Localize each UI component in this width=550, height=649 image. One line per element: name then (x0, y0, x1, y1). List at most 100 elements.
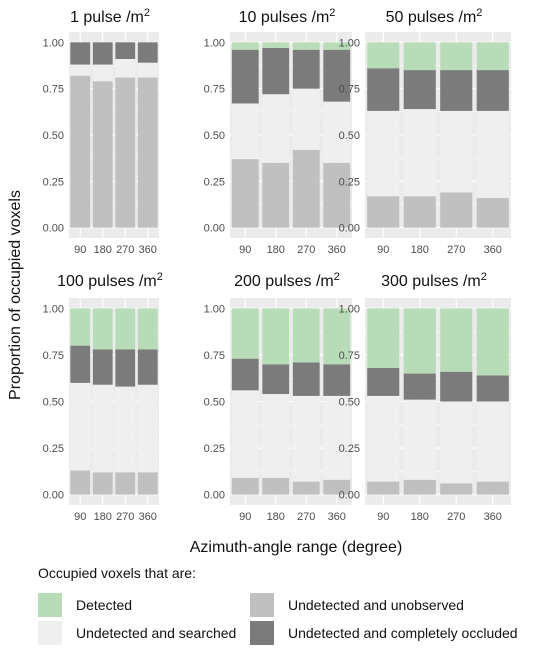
bar-segment-unobserved-90 (367, 481, 400, 495)
bar-segment-unobserved-270 (115, 472, 136, 495)
legend-swatch-detected (38, 593, 62, 617)
bar-segment-occluded-270 (440, 70, 473, 111)
x-tick-label: 90 (377, 244, 389, 256)
bar-segment-occluded-270 (115, 42, 136, 59)
bar-segment-unobserved-180 (92, 472, 113, 495)
bar-segment-searched-270 (292, 395, 320, 482)
bar-segment-unobserved-90 (367, 196, 400, 228)
bar-segment-searched-90 (367, 395, 400, 482)
legend-item-unobserved: Undetected and unobserved (250, 593, 464, 617)
bar-segment-searched-90 (367, 110, 400, 197)
x-tick-label: 180 (411, 244, 429, 256)
x-tick-label: 90 (377, 511, 389, 523)
bar-segment-occluded-270 (115, 349, 136, 387)
x-tick-label: 180 (411, 511, 429, 523)
bar-segment-occluded-360 (476, 375, 509, 402)
bar-segment-unobserved-90 (231, 159, 259, 228)
legend-label-occluded: Undetected and completely occluded (288, 625, 518, 641)
bar-segment-unobserved-180 (262, 162, 290, 228)
bar-segment-searched-90 (70, 382, 91, 471)
x-tick-label: 360 (484, 511, 502, 523)
bar-segment-detected-180 (262, 308, 290, 365)
bar-segment-occluded-360 (476, 70, 509, 111)
bar-segment-searched-90 (70, 64, 91, 76)
bar-segment-searched-180 (92, 384, 113, 473)
y-tick-label: 1.00 (204, 303, 225, 315)
x-tick-label: 270 (297, 244, 315, 256)
bar-segment-unobserved-360 (323, 162, 351, 228)
bar-segment-detected-270 (292, 42, 320, 50)
x-tick-label: 270 (116, 244, 134, 256)
x-tick-label: 360 (328, 244, 346, 256)
bar-segment-searched-360 (476, 401, 509, 482)
chart-canvas: Proportion of occupied voxels Azimuth-an… (7, 7, 511, 556)
x-axis-label: Azimuth-angle range (degree) (190, 539, 403, 556)
bar-segment-unobserved-270 (440, 192, 473, 228)
bar-segment-occluded-90 (231, 358, 259, 391)
bar-segment-searched-270 (115, 58, 136, 78)
bar-segment-detected-270 (440, 308, 473, 372)
bar-segment-occluded-360 (323, 364, 351, 396)
bar-segment-occluded-90 (70, 345, 91, 383)
panel-5: 0.00 0.25 0.50 0.75 1.00 90 180 270 360 200 pulse… (204, 271, 352, 523)
bar-segment-searched-360 (476, 110, 509, 199)
bar-segment-occluded-180 (262, 47, 290, 95)
legend-item-detected: Detected (38, 593, 132, 617)
bar-segment-unobserved-270 (115, 77, 136, 228)
x-tick-label: 180 (94, 511, 112, 523)
bar-segment-unobserved-180 (92, 81, 113, 228)
y-tick-label: 0.25 (204, 443, 225, 455)
bar-segment-detected-180 (403, 308, 436, 374)
x-tick-label: 270 (447, 511, 465, 523)
legend-label-detected: Detected (76, 597, 133, 613)
bar-segment-searched-180 (262, 394, 290, 478)
bar-segment-searched-270 (292, 88, 320, 150)
x-tick-label: 270 (297, 511, 315, 523)
bar-segment-occluded-90 (70, 42, 91, 65)
y-tick-label: 1.00 (339, 37, 360, 49)
y-tick-label: 1.00 (204, 37, 225, 49)
bar-segment-detected-90 (367, 308, 400, 368)
bar-segment-detected-90 (367, 42, 400, 69)
bar-segment-searched-180 (92, 64, 113, 82)
x-tick-label: 90 (239, 244, 251, 256)
legend-label-searched: Undetected and searched (76, 625, 237, 641)
bar-segment-searched-90 (231, 390, 259, 478)
bar-segment-detected-180 (403, 42, 436, 71)
x-tick-label: 90 (74, 511, 86, 523)
x-tick-label: 360 (484, 244, 502, 256)
bar-segment-occluded-360 (137, 42, 158, 63)
panel-title: 200 pulses /m2 (234, 271, 340, 290)
y-tick-label: 0.00 (204, 490, 225, 502)
y-tick-label: 0.00 (339, 490, 360, 502)
x-tick-label: 180 (94, 244, 112, 256)
bar-segment-detected-180 (92, 308, 113, 350)
x-tick-label: 90 (74, 244, 86, 256)
legend-swatch-unobserved (250, 593, 274, 617)
bar-segment-occluded-360 (137, 349, 158, 385)
bar-segment-unobserved-90 (231, 477, 259, 495)
y-tick-label: 1.00 (43, 303, 64, 315)
y-tick-label: 1.00 (339, 303, 360, 315)
y-tick-label: 0.25 (204, 176, 225, 188)
legend-swatch-searched (38, 621, 62, 645)
x-tick-label: 360 (139, 244, 157, 256)
bar-segment-unobserved-90 (70, 470, 91, 495)
bar-segment-unobserved-180 (403, 479, 436, 495)
bar-segment-detected-180 (262, 42, 290, 48)
bar-segment-detected-270 (440, 42, 473, 71)
y-tick-label: 0.00 (339, 223, 360, 235)
bar-segment-searched-360 (137, 384, 158, 473)
panel-title: 100 pulses /m2 (57, 271, 163, 290)
bar-segment-detected-360 (476, 308, 509, 376)
legend-swatch-occluded (250, 621, 274, 645)
y-tick-label: 0.50 (204, 130, 225, 142)
x-tick-label: 360 (328, 511, 346, 523)
y-tick-label: 1.00 (43, 37, 64, 49)
x-tick-label: 270 (116, 511, 134, 523)
panel-title: 10 pulses /m2 (239, 7, 336, 26)
bar-segment-occluded-90 (367, 68, 400, 111)
y-tick-label: 0.75 (204, 350, 225, 362)
bar-segment-unobserved-360 (137, 77, 158, 228)
